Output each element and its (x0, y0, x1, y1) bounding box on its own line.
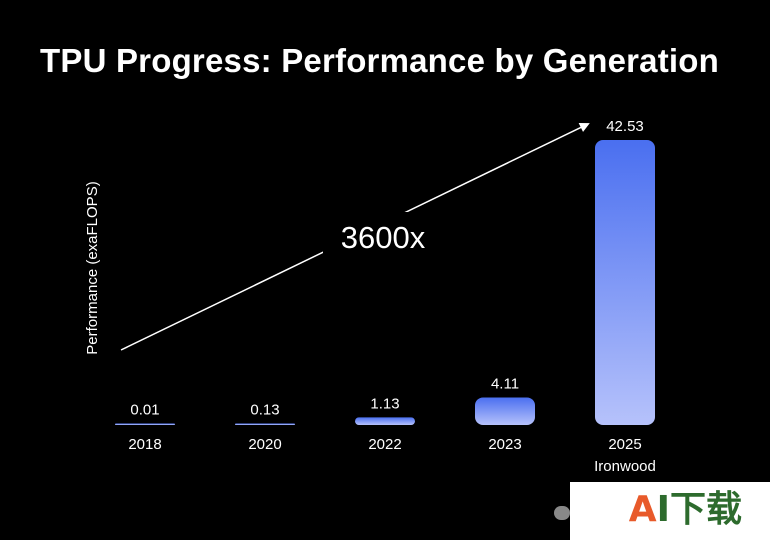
x-sublabel-2025: Ironwood (594, 458, 656, 475)
value-label-2018: 0.01 (130, 402, 159, 419)
bar-2025 (595, 140, 655, 425)
watermark-box (570, 482, 770, 540)
chart-title: TPU Progress: Performance by Generation (40, 42, 719, 79)
x-tick-label-2022: 2022 (368, 436, 401, 453)
x-tick-label-2025: 2025 (608, 436, 641, 453)
value-label-2022: 1.13 (370, 395, 399, 412)
growth-annotation-backdrop (323, 212, 441, 264)
value-label-2020: 0.13 (250, 402, 279, 419)
x-tick-label-2023: 2023 (488, 436, 521, 453)
bar-2018 (115, 423, 175, 425)
watermark: AI下载 (628, 489, 742, 530)
bar-2023 (475, 397, 535, 425)
x-tick-label-2018: 2018 (128, 436, 161, 453)
bar-2020 (235, 423, 295, 425)
y-axis-label: Performance (exaFLOPS) (84, 181, 101, 354)
wechat-icon (554, 506, 570, 520)
bar-2022 (355, 417, 415, 425)
value-label-2025: 42.53 (606, 118, 644, 135)
x-tick-label-2020: 2020 (248, 436, 281, 453)
value-label-2023: 4.11 (491, 375, 519, 392)
growth-annotation: 3600x (341, 220, 426, 255)
